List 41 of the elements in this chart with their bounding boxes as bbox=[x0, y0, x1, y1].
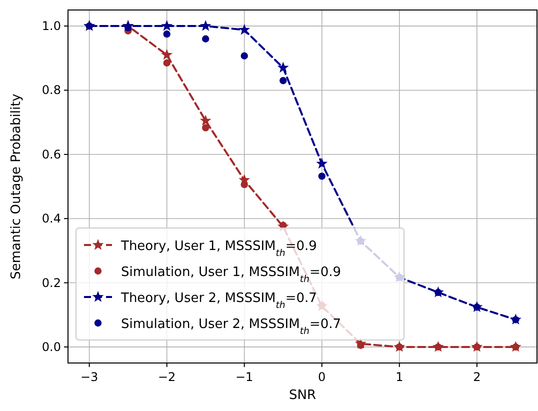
point bbox=[280, 77, 287, 84]
x-tick-label: 2 bbox=[473, 370, 481, 384]
point bbox=[202, 124, 210, 132]
point bbox=[510, 314, 522, 325]
y-tick-label: 0.6 bbox=[42, 147, 61, 162]
point bbox=[432, 340, 444, 352]
y-tick-label: 0.0 bbox=[42, 340, 61, 354]
legend-label: Theory, User 2, MSSSIM$_{th}$=0.7 bbox=[120, 291, 317, 310]
point bbox=[238, 174, 250, 185]
point bbox=[240, 52, 248, 60]
legend-label: Simulation, User 1, MSSSIM$_{th}$=0.9 bbox=[121, 265, 342, 284]
x-tick-label: 1 bbox=[396, 370, 404, 384]
y-tick-label: 0.8 bbox=[42, 83, 61, 98]
point bbox=[394, 340, 406, 352]
y-tick-label: 1.0 bbox=[42, 19, 61, 34]
point bbox=[354, 338, 366, 349]
y-tick-label: 0.4 bbox=[42, 212, 61, 226]
point bbox=[161, 20, 173, 31]
point bbox=[471, 340, 483, 352]
point bbox=[318, 172, 326, 180]
point bbox=[163, 59, 170, 67]
y-axis-title: Semantic Outage Probability bbox=[9, 93, 24, 280]
point bbox=[238, 24, 250, 35]
point bbox=[163, 30, 170, 38]
point bbox=[471, 301, 483, 312]
point bbox=[200, 114, 212, 126]
x-tick-label: −3 bbox=[80, 370, 98, 384]
point bbox=[510, 340, 522, 352]
legend-label: Simulation, User 2, MSSSIM$_{th}$=0.7 bbox=[121, 317, 342, 336]
point bbox=[161, 48, 173, 60]
x-tick-label: 0 bbox=[318, 370, 326, 384]
point bbox=[200, 20, 212, 31]
point bbox=[277, 62, 289, 73]
y-tick-label: 0.2 bbox=[42, 276, 61, 290]
point bbox=[316, 158, 328, 169]
x-axis-title: SNR bbox=[288, 388, 316, 403]
point bbox=[432, 286, 444, 298]
x-tick-label: −1 bbox=[236, 370, 254, 384]
legend-label: Theory, User 1, MSSSIM$_{th}$=0.9 bbox=[120, 239, 317, 258]
x-tick-label: −2 bbox=[158, 370, 176, 384]
point bbox=[202, 35, 210, 42]
